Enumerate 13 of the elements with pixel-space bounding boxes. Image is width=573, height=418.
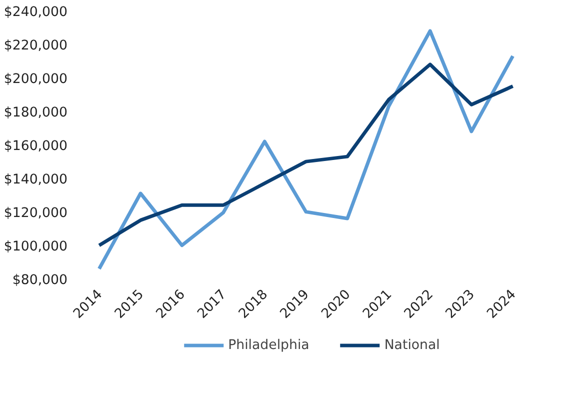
legend-label: National [384, 338, 440, 352]
legend-label: Philadelphia [228, 338, 310, 352]
line-series [97, 29, 515, 271]
y-tick-label: $120,000 [4, 206, 68, 221]
line-series [97, 62, 515, 248]
y-tick-label: $200,000 [4, 72, 68, 87]
y-tick-label: $180,000 [4, 106, 68, 120]
y-tick-label: $240,000 [4, 5, 68, 20]
y-tick-label: $160,000 [4, 139, 68, 154]
y-tick-label: $220,000 [4, 38, 68, 54]
y-tick-label: $80,000 [12, 273, 68, 288]
y-tick-label: $100,000 [4, 240, 68, 254]
y-tick-label: $140,000 [4, 172, 68, 188]
